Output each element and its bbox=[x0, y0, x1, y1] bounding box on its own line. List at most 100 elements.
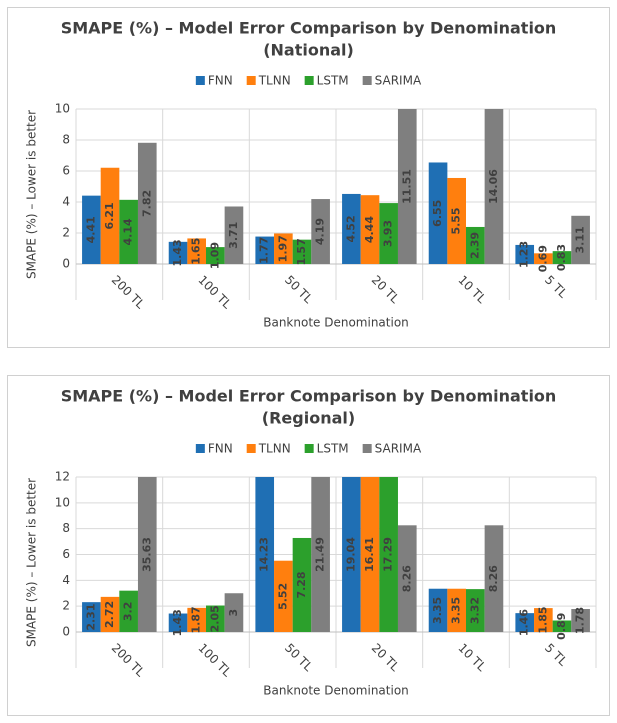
legend-label: TLNN bbox=[258, 74, 291, 88]
y-tick-label: 8 bbox=[62, 521, 70, 535]
chart-subtitle: (Regional) bbox=[262, 409, 355, 428]
bar bbox=[379, 203, 398, 264]
chart: SMAPE (%) – Model Error Comparison by De… bbox=[25, 387, 597, 698]
x-tick-label: 5 TL bbox=[542, 641, 570, 669]
data-label: 1.09 bbox=[208, 242, 221, 269]
data-label: 7.82 bbox=[140, 190, 153, 217]
data-label: 35.63 bbox=[140, 537, 153, 572]
y-tick-label: 2 bbox=[62, 226, 70, 240]
bar bbox=[255, 477, 275, 632]
bar bbox=[311, 477, 330, 632]
chart-panel: SMAPE (%) – Model Error Comparison by De… bbox=[7, 7, 610, 348]
data-label: 1.46 bbox=[518, 609, 531, 636]
data-label: 1.85 bbox=[536, 606, 549, 633]
x-tick-label: 200 TL bbox=[109, 273, 148, 312]
data-label: 1.23 bbox=[518, 241, 531, 268]
x-tick-label: 10 TL bbox=[455, 641, 489, 675]
bar bbox=[466, 226, 485, 264]
data-label: 1.65 bbox=[190, 238, 203, 265]
bar bbox=[379, 477, 398, 632]
bar bbox=[397, 109, 417, 264]
data-label: 1.77 bbox=[258, 237, 271, 264]
legend: FNN TLNN LSTM SARIMA bbox=[195, 442, 422, 456]
data-label: 4.14 bbox=[122, 218, 135, 245]
data-label: 21.49 bbox=[314, 537, 327, 572]
data-label: 1.87 bbox=[190, 606, 203, 633]
bar bbox=[187, 607, 206, 632]
data-label: 4.52 bbox=[344, 215, 357, 242]
bar bbox=[255, 236, 275, 264]
y-tick-label: 8 bbox=[62, 133, 70, 147]
bar bbox=[428, 162, 448, 264]
bar bbox=[447, 177, 466, 264]
y-tick-label: 10 bbox=[55, 102, 70, 116]
data-label: 17.29 bbox=[382, 537, 395, 572]
bar bbox=[447, 588, 466, 632]
bar bbox=[100, 596, 120, 632]
legend-label: SARIMA bbox=[375, 74, 422, 88]
legend-swatch bbox=[362, 444, 372, 453]
x-tick-label: 20 TL bbox=[369, 641, 403, 675]
bar bbox=[206, 247, 225, 264]
bar bbox=[119, 590, 138, 632]
y-tick-label: 4 bbox=[62, 573, 70, 587]
bar bbox=[206, 605, 225, 632]
bar bbox=[484, 109, 504, 264]
data-label: 2.39 bbox=[468, 232, 481, 259]
x-tick-label: 20 TL bbox=[369, 273, 403, 307]
y-tick-label: 12 bbox=[55, 470, 70, 484]
bar bbox=[274, 560, 293, 632]
bar bbox=[342, 193, 361, 264]
data-label: 14.23 bbox=[258, 537, 271, 572]
data-label: 3 bbox=[227, 609, 240, 617]
data-label: 3.32 bbox=[468, 597, 481, 624]
chart-subtitle: (National) bbox=[263, 41, 354, 60]
data-label: 3.11 bbox=[574, 226, 587, 253]
legend-label: SARIMA bbox=[375, 442, 422, 456]
data-label: 5.52 bbox=[276, 583, 289, 610]
bar bbox=[137, 142, 157, 264]
x-tick-label: 5 TL bbox=[542, 273, 570, 301]
legend-swatch bbox=[304, 444, 314, 453]
data-label: 2.05 bbox=[208, 605, 221, 632]
legend-swatch bbox=[362, 76, 372, 85]
data-label: 6.55 bbox=[431, 200, 444, 227]
data-label: 11.51 bbox=[400, 169, 413, 204]
bar bbox=[168, 241, 188, 264]
chart: SMAPE (%) – Model Error Comparison by De… bbox=[25, 19, 597, 330]
bar bbox=[342, 477, 361, 632]
data-label: 1.97 bbox=[276, 235, 289, 262]
legend-swatch bbox=[195, 76, 205, 85]
data-label: 16.41 bbox=[363, 537, 376, 572]
y-tick-label: 0 bbox=[62, 625, 70, 639]
data-label: 4.19 bbox=[314, 218, 327, 245]
data-label: 1.78 bbox=[574, 607, 587, 634]
bars bbox=[82, 109, 590, 264]
chart-panel: SMAPE (%) – Model Error Comparison by De… bbox=[7, 375, 610, 716]
y-tick-label: 6 bbox=[62, 164, 70, 178]
bar bbox=[82, 195, 101, 264]
y-axis-title: SMAPE (%) – Lower is better bbox=[25, 110, 39, 279]
bar bbox=[137, 477, 157, 632]
data-label: 1.43 bbox=[171, 609, 184, 636]
data-labels: 2.31 2.72 3.2 35.63 1.43 1.87 2.05 3 14.23 5.52 7.… bbox=[84, 537, 586, 640]
data-label: 5.55 bbox=[450, 207, 463, 234]
y-tick-label: 0 bbox=[62, 257, 70, 271]
data-labels: 4.41 6.21 4.14 7.82 1.43 1.65 1.09 3.71 1.77 1.97… bbox=[84, 169, 586, 272]
data-label: 3.2 bbox=[122, 602, 135, 622]
data-label: 0.83 bbox=[555, 244, 568, 271]
bar bbox=[397, 525, 417, 632]
bar bbox=[571, 215, 590, 264]
data-label: 2.72 bbox=[103, 601, 116, 628]
legend-label: FNN bbox=[208, 74, 233, 88]
data-label: 1.57 bbox=[295, 238, 308, 265]
bar bbox=[534, 253, 553, 264]
x-tick-label: 100 TL bbox=[195, 273, 234, 312]
x-tick-label: 50 TL bbox=[282, 641, 316, 675]
data-label: 0.89 bbox=[555, 613, 568, 640]
bars bbox=[82, 477, 590, 632]
bar bbox=[484, 525, 504, 632]
legend-label: TLNN bbox=[258, 442, 291, 456]
bar bbox=[119, 199, 138, 264]
